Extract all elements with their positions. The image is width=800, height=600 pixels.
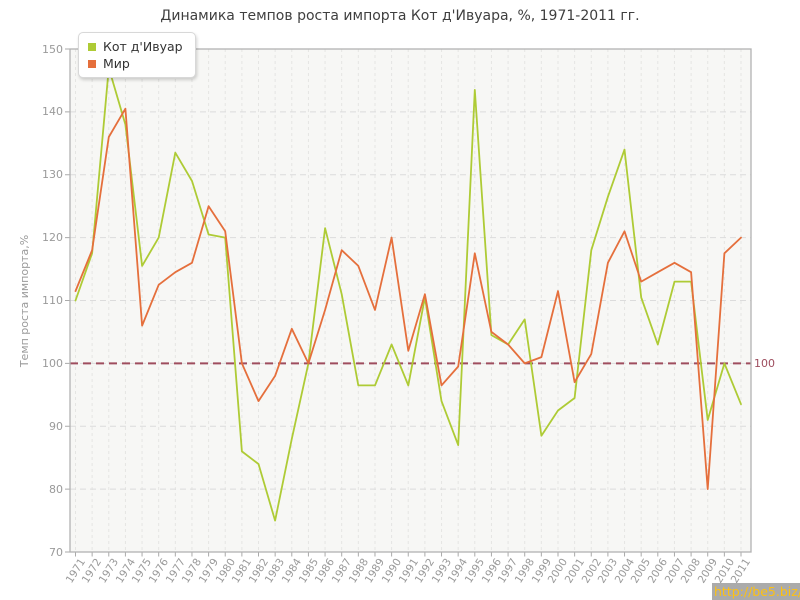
- y-tick-label: 120: [42, 231, 63, 245]
- legend-label-world: Мир: [103, 56, 130, 71]
- legend-label-cote-divoire: Кот д'Ивуар: [103, 39, 183, 54]
- y-tick-label: 140: [42, 105, 63, 119]
- legend: Кот д'Ивуар Мир: [78, 32, 196, 78]
- chart-title: Динамика темпов роста импорта Кот д'Ивуа…: [160, 8, 640, 24]
- y-tick-label: 150: [42, 42, 63, 56]
- y-tick-label: 90: [49, 419, 63, 433]
- watermark: http://be5.biz/: [712, 583, 800, 600]
- legend-item-world[interactable]: Мир: [88, 55, 183, 72]
- y-axis-title: Темп роста импорта,%: [18, 234, 31, 367]
- plot-border: [69, 48, 752, 553]
- y-tick-label: 110: [42, 294, 63, 307]
- series-line-cote-divoire: [74, 67, 742, 522]
- y-tick-label: 130: [42, 168, 63, 182]
- legend-item-cote-divoire[interactable]: Кот д'Ивуар: [88, 38, 183, 55]
- series-line-world: [74, 107, 742, 491]
- reference-line-label: 100: [754, 357, 775, 371]
- y-tick-label: 70: [49, 545, 63, 559]
- y-tick-label: 100: [42, 356, 63, 370]
- legend-swatch-world-icon: [88, 59, 96, 68]
- legend-swatch-cote-divoire-icon: [88, 42, 96, 51]
- y-tick-label: 80: [49, 482, 63, 496]
